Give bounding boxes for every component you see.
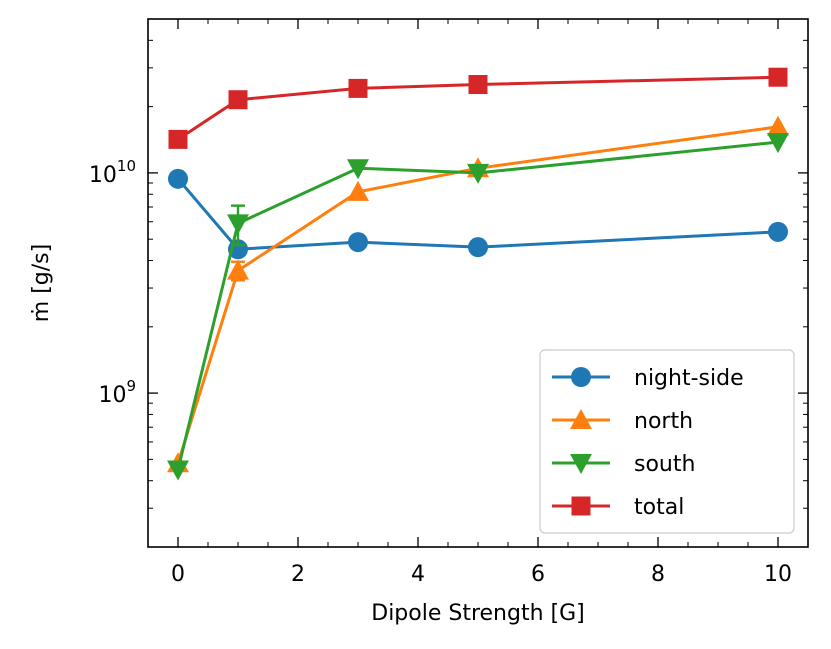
data-point: [767, 115, 789, 136]
x-tick-label: 0: [171, 562, 185, 587]
x-tick-label: 10: [764, 562, 792, 587]
data-point: [228, 90, 248, 110]
legend-item-south: south: [552, 452, 695, 477]
legend-box: [539, 349, 795, 534]
data-point: [768, 67, 788, 87]
series-total: [168, 67, 788, 149]
y-tick-base: 10: [98, 383, 126, 408]
data-point: [347, 159, 369, 180]
x-tick-label: 6: [531, 562, 545, 587]
data-point: [348, 78, 368, 98]
data-point: [347, 180, 369, 201]
legend-item-north: north: [552, 409, 693, 434]
data-point: [467, 163, 489, 184]
data-point: [227, 214, 249, 235]
legend: night-side north south total: [539, 349, 795, 534]
data-point: [168, 129, 188, 149]
series-north: [167, 115, 789, 473]
y-axis-label: ṁ [g/s]: [29, 244, 54, 322]
y-tick-label: 1010: [89, 157, 136, 188]
legend-label: total: [634, 495, 684, 520]
data-point: [468, 237, 488, 258]
x-tick-label: 2: [291, 562, 305, 587]
y-tick-label: 109: [98, 377, 136, 408]
legend-label: night-side: [634, 366, 744, 391]
legend-marker: [570, 409, 592, 429]
data-point: [768, 221, 788, 242]
x-axis-label: Dipole Strength [G]: [371, 601, 585, 626]
series-layer: [167, 67, 789, 481]
data-point: [167, 460, 189, 481]
data-point: [227, 259, 249, 280]
y-tick-exponent: 10: [117, 157, 136, 175]
legend-marker: [570, 454, 592, 474]
data-point: [468, 75, 488, 95]
y-tick-exponent: 9: [126, 377, 136, 395]
data-point: [767, 133, 789, 154]
legend-marker: [571, 367, 591, 387]
legend-item-night-side: night-side: [552, 366, 744, 391]
y-tick-base: 10: [89, 163, 117, 188]
data-point: [168, 168, 188, 189]
legend-item-total: total: [552, 495, 684, 520]
x-tick-label: 4: [411, 562, 425, 587]
series-night-side: [168, 168, 788, 260]
x-tick-label: 8: [651, 562, 665, 587]
data-point: [348, 232, 368, 253]
legend-label: south: [634, 452, 695, 477]
series-south: [167, 133, 789, 481]
legend-marker: [571, 496, 591, 516]
legend-label: north: [634, 409, 693, 434]
